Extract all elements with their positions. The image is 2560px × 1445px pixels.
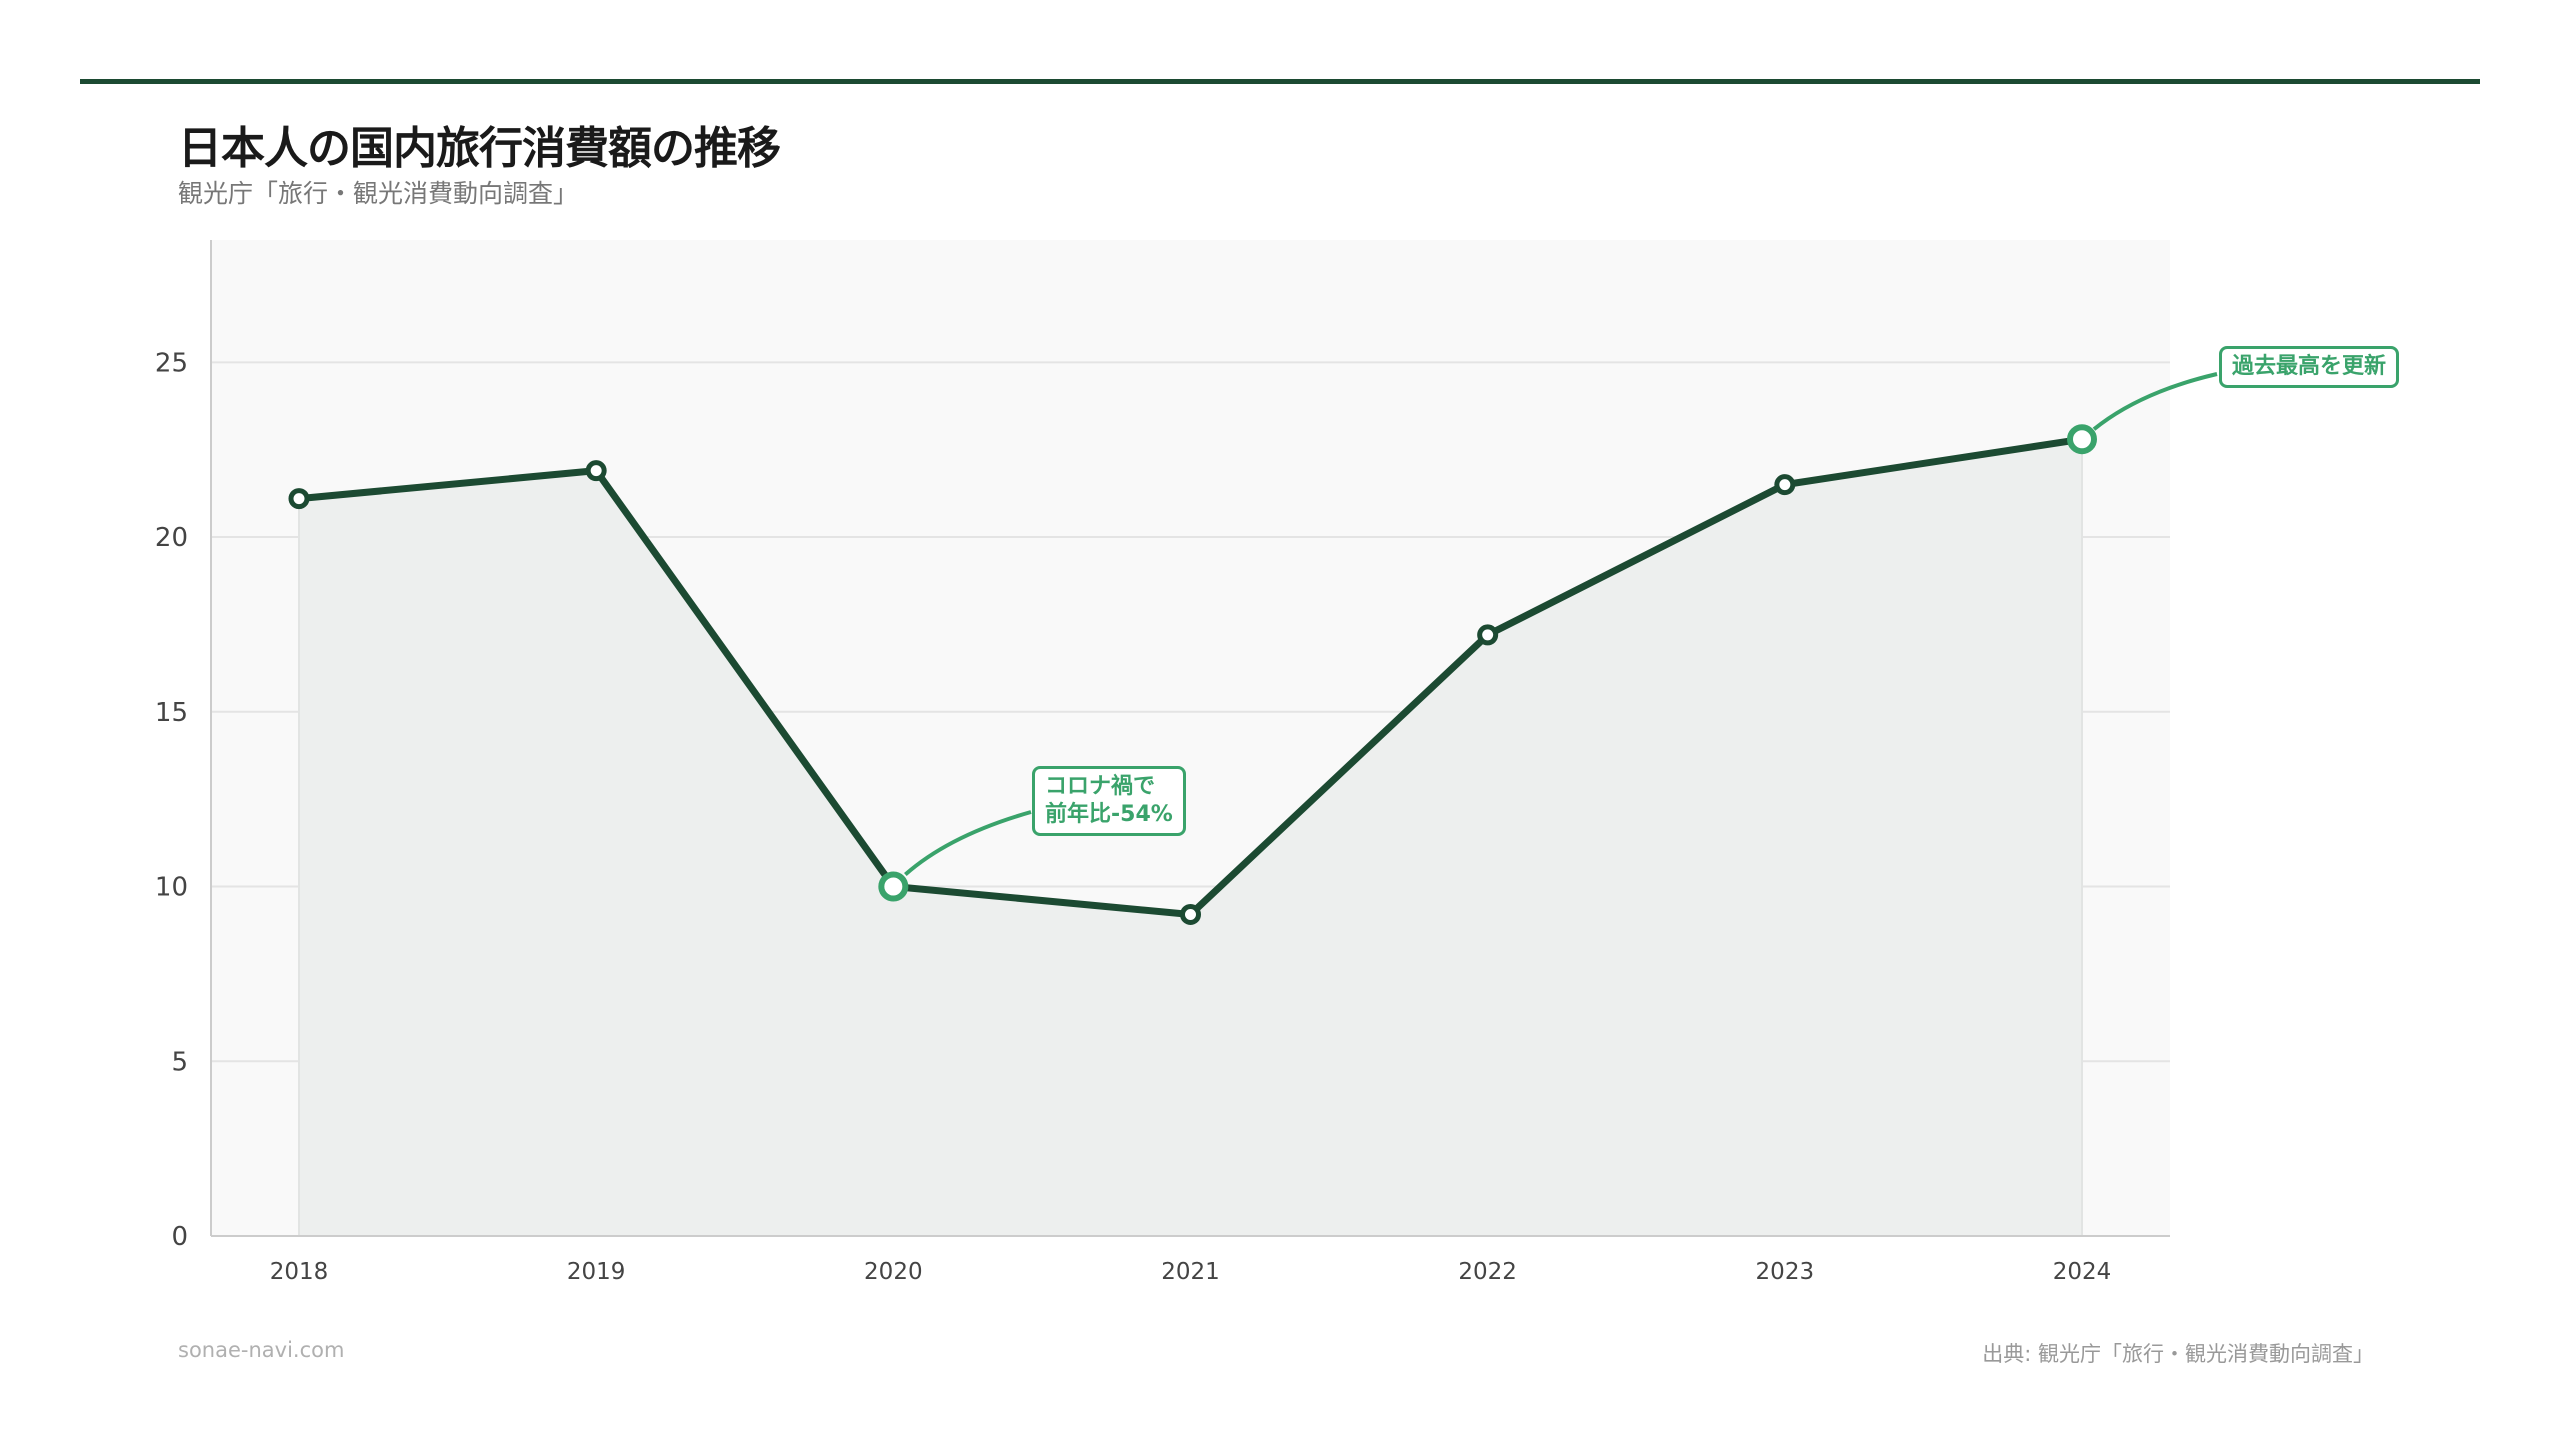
data-point-2024 [2067,424,2097,455]
data-point-2023 [1774,474,1796,496]
y-tick-label: 0 [171,1222,188,1252]
chart-subtitle: 観光庁「旅行・観光消費動向調査」 [178,179,579,208]
annotation-record-high: 過去最高を更新 [2219,346,2400,388]
chart-title: 日本人の国内旅行消費額の推移 [178,123,781,174]
y-tick-label: 20 [155,523,188,553]
accent-bar [80,79,2480,84]
annotation-covid: コロナ禍で 前年比-54% [1032,766,1186,836]
x-tick-label: 2018 [270,1259,329,1285]
site-credit: sonae-navi.com [178,1338,345,1362]
data-point-2021 [1180,903,1201,925]
data-point-2022 [1477,624,1499,646]
data-point-2020 [878,871,909,902]
data-point-2018 [288,488,310,510]
y-tick-label: 10 [155,873,188,903]
x-tick-label: 2021 [1161,1259,1220,1285]
x-tick-label: 2022 [1458,1259,1517,1285]
annotation-arrow [904,810,1032,877]
area-fill [299,439,2082,1236]
x-tick-label: 2020 [864,1259,923,1285]
source-note: 出典: 観光庁「旅行・観光消費動向調査」 [1982,1342,2374,1366]
x-tick-label: 2024 [2053,1259,2112,1285]
x-tick-label: 2019 [567,1259,626,1285]
y-tick-label: 5 [171,1047,188,1077]
y-tick-label: 15 [155,698,188,728]
y-tick-label: 25 [155,348,188,378]
data-point-2019 [585,460,607,482]
annotation-arrow [2092,372,2218,431]
x-tick-label: 2023 [1756,1259,1815,1285]
